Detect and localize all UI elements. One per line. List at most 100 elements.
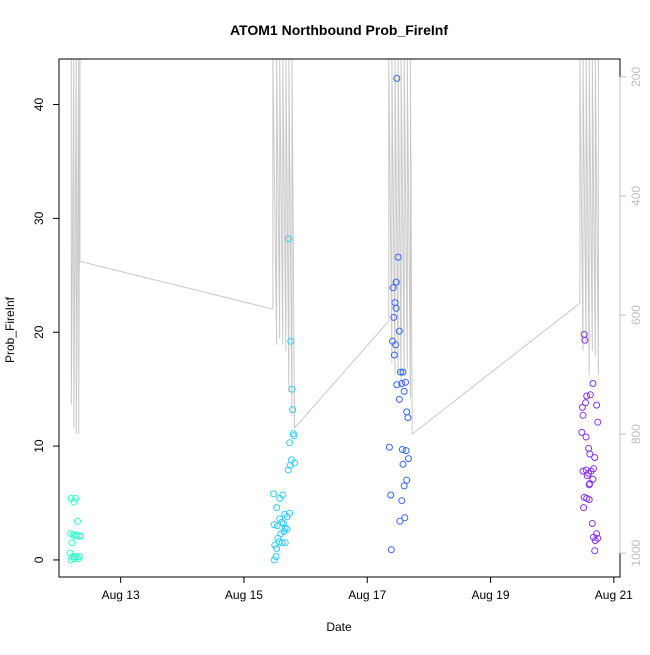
scatter-point [586, 391, 594, 399]
scatter-point [398, 446, 406, 453]
scatter-point [385, 443, 393, 451]
x-tick-label: Aug 15 [225, 588, 263, 602]
y2-tick-label: 200 [629, 67, 643, 87]
scatter-point [273, 545, 281, 552]
scatter-point [583, 392, 591, 400]
scatter-point [273, 522, 281, 530]
scatter-point [394, 253, 402, 261]
scatter-point [387, 546, 395, 554]
scatter-point [271, 541, 279, 549]
scatter-point [67, 556, 75, 564]
scatter-point [593, 530, 601, 538]
scatter-point [399, 460, 407, 468]
scatter-point [390, 351, 398, 359]
scatter-point [583, 472, 591, 480]
scatter-point [290, 432, 298, 440]
scatter-point [72, 494, 80, 502]
scatter-point [289, 406, 297, 414]
scatter-point [578, 428, 586, 436]
y2-tick-label: 400 [629, 186, 643, 206]
line-series-0 [70, 58, 599, 436]
scatter-point [594, 418, 602, 426]
scatter-point [70, 498, 78, 506]
scatter-point [291, 459, 298, 467]
scatter-point [389, 284, 397, 292]
scatter-point [591, 454, 599, 461]
scatter-point [279, 491, 287, 499]
scatter-point [588, 520, 596, 527]
scatter-point [395, 395, 403, 403]
scatter-point [281, 524, 289, 532]
scatter-point [272, 553, 280, 560]
scatter-point [593, 401, 601, 409]
scatter-point [284, 466, 292, 474]
y-tick-label: 20 [32, 325, 46, 339]
scatter-point [585, 496, 593, 504]
scatter-point [390, 313, 398, 321]
chart-title: ATOM1 Northbound Prob_FireInf [230, 22, 448, 38]
scatter-point [591, 547, 599, 555]
scatter-point [270, 490, 277, 498]
scatter-point [273, 504, 281, 512]
scatter-point [392, 341, 400, 349]
scatter-point [387, 491, 395, 499]
x-axis: Aug 13 Aug 15 Aug 17 Aug 19 Aug 21 [102, 576, 633, 602]
scatter-point [580, 504, 588, 512]
scatter-point [395, 327, 403, 335]
scatter-point [398, 380, 406, 387]
scatter-point [403, 476, 411, 484]
scatter-point [276, 515, 284, 523]
scatter-point [400, 482, 408, 490]
plot-area-border [58, 58, 621, 578]
scatter-point [590, 465, 597, 473]
scatter-point [278, 518, 286, 526]
x-tick-label: Aug 19 [472, 588, 510, 602]
y-tick-label: 30 [32, 211, 46, 225]
scatter-point [74, 517, 81, 525]
scatter-point [399, 368, 407, 376]
scatter-point [270, 556, 278, 564]
y-axis-right: 200 400 600 800 1000 [619, 67, 643, 567]
scatter-point [581, 336, 589, 344]
scatter-point [278, 539, 286, 547]
scatter-point [393, 381, 401, 389]
scatter-point [404, 414, 412, 422]
scatter-point [401, 514, 409, 522]
scatter-point [398, 497, 406, 505]
x-tick-label: Aug 17 [348, 588, 386, 602]
x-axis-label: Date [326, 620, 352, 634]
scatter-point [77, 532, 85, 540]
scatter-point [392, 304, 400, 312]
y-tick-label: 40 [32, 98, 46, 112]
scatter-point [286, 461, 294, 469]
x-tick-label: Aug 21 [595, 588, 633, 602]
scatter-point [589, 380, 597, 387]
scatter-point [279, 520, 287, 527]
x-tick-label: Aug 13 [102, 588, 140, 602]
scatter-point [288, 385, 296, 393]
scatter-point [396, 517, 404, 525]
scatter-point [75, 553, 83, 560]
scatter-point [586, 450, 594, 458]
scatter-point [286, 509, 294, 517]
scatter-point [72, 553, 80, 560]
scatter-point [286, 439, 294, 447]
y-axis-left: 0 10 20 30 40 [32, 98, 60, 563]
scatter-point [586, 480, 594, 488]
y-tick-label: 10 [32, 439, 46, 453]
scatter-point [284, 235, 292, 243]
scatter-point [400, 387, 408, 395]
y2-tick-label: 600 [629, 305, 643, 325]
scatter-point [393, 74, 401, 82]
scatter-point [68, 539, 76, 547]
y-axis-label: Prob_FireInf [3, 296, 17, 363]
scatter-point [73, 531, 81, 539]
line-series-layer [70, 58, 599, 436]
scatter-point [579, 411, 587, 419]
scatter-point [280, 528, 288, 535]
scatter-point [578, 403, 586, 411]
scatter-point [594, 534, 602, 542]
scatter-point [403, 408, 411, 416]
scatter-point [397, 368, 404, 376]
